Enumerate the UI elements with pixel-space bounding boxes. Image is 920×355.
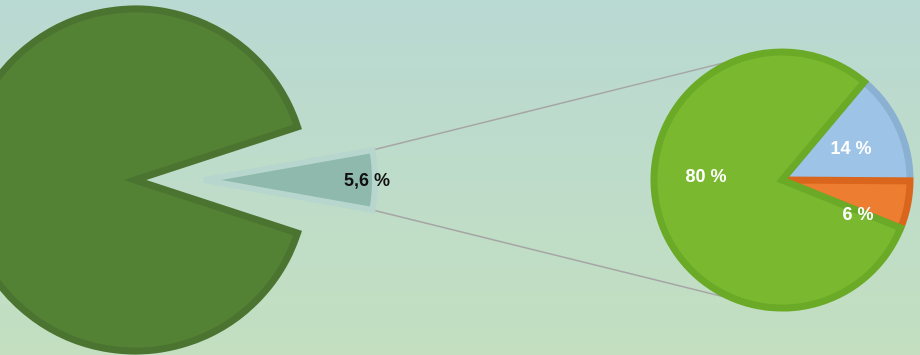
data-labels: 5,6 % 14 % 6 % 80 % bbox=[344, 138, 874, 224]
label-secondary-blue: 14 % bbox=[830, 138, 871, 158]
label-secondary-orange: 6 % bbox=[842, 204, 873, 224]
connector-lines bbox=[372, 53, 765, 308]
secondary-slice-blue bbox=[774, 77, 914, 185]
main-slice-small bbox=[203, 146, 378, 214]
main-pie bbox=[0, 5, 378, 355]
connector-line-bottom bbox=[372, 209, 765, 308]
main-slice-large bbox=[0, 5, 302, 355]
label-main-small: 5,6 % bbox=[344, 170, 390, 190]
connector-line-top bbox=[372, 53, 760, 151]
secondary-pie bbox=[650, 48, 914, 312]
label-secondary-green: 80 % bbox=[685, 166, 726, 186]
secondary-slice-green bbox=[650, 48, 906, 312]
